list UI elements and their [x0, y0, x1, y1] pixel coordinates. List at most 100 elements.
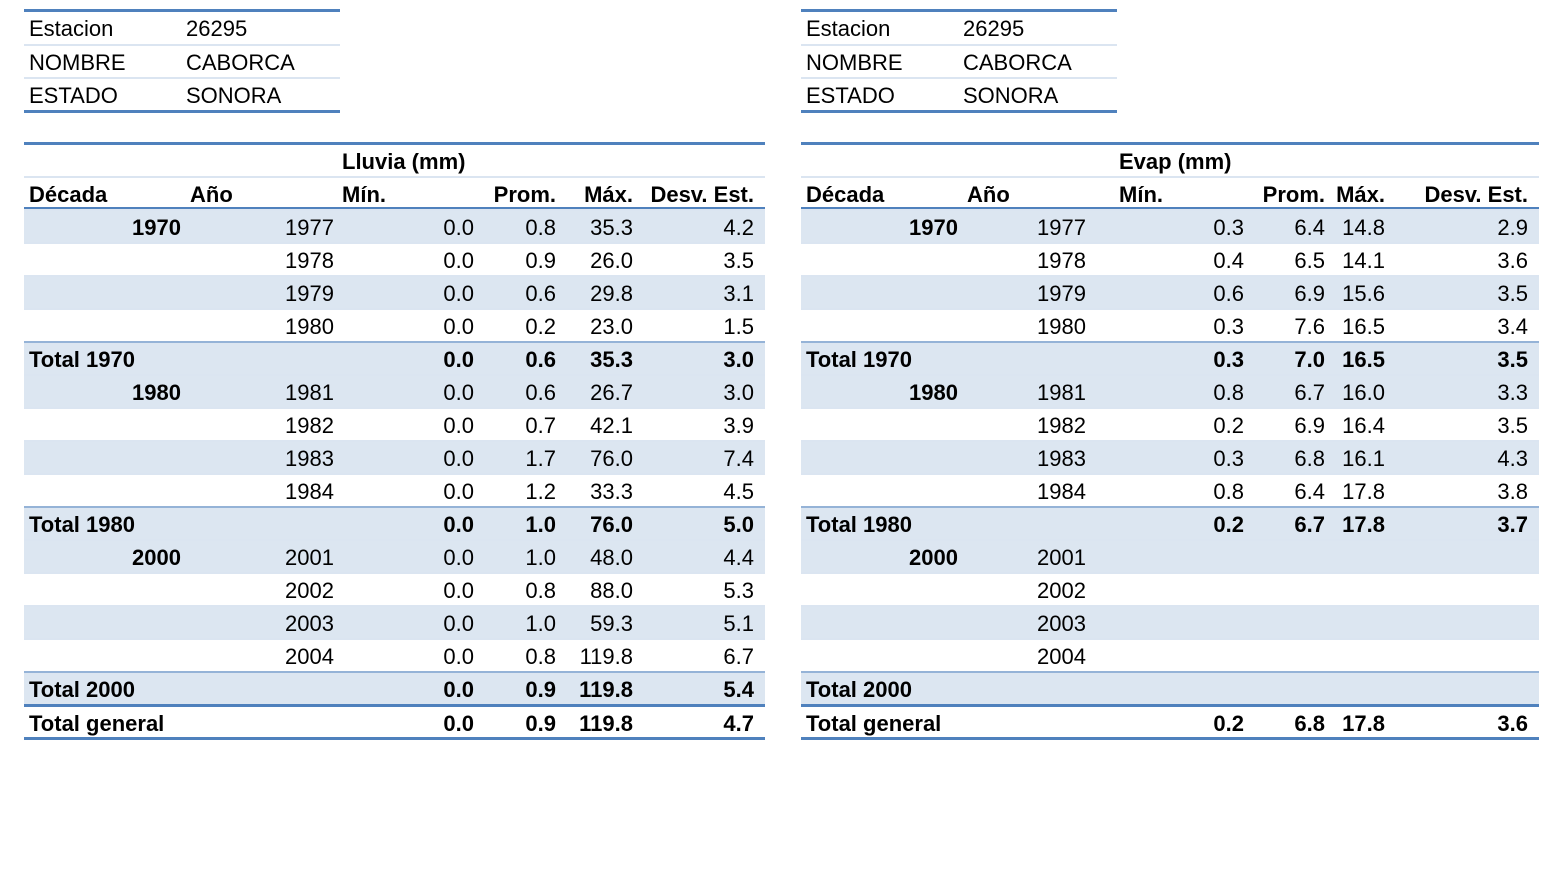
- subtotal-label: Total 1970: [29, 347, 135, 372]
- cell-anio: 1979: [1037, 281, 1086, 306]
- cell-max: 26.7: [590, 380, 633, 405]
- cell-anio: 2003: [1037, 611, 1086, 636]
- cell-decada: 1970: [132, 215, 181, 240]
- cell-min: 0.0: [443, 413, 474, 438]
- grand-total-label: Total general: [806, 711, 942, 736]
- info-value: CABORCA: [186, 50, 295, 75]
- table-title-row: Evap (mm): [801, 145, 1539, 176]
- cell-prom: 6.7: [1294, 512, 1325, 537]
- table-row: 1978 0.0 0.9 26.0 3.5: [24, 242, 765, 275]
- table-row: 2004: [801, 638, 1539, 671]
- header-prom: Prom.: [493, 182, 556, 207]
- cell-max: 14.8: [1342, 215, 1385, 240]
- cell-min: 0.0: [443, 578, 474, 603]
- table-row: 2003: [801, 605, 1539, 638]
- table-row: 1983 0.3 6.8 16.1 4.3: [801, 440, 1539, 473]
- cell-desv: 3.6: [1497, 248, 1528, 273]
- cell-desv: 5.3: [723, 578, 754, 603]
- cell-desv: 5.4: [723, 677, 754, 702]
- cell-max: 76.0: [590, 512, 633, 537]
- cell-max: 59.3: [590, 611, 633, 636]
- table-title-row: Lluvia (mm): [24, 145, 765, 176]
- cell-anio: 1977: [285, 215, 334, 240]
- cell-max: 16.4: [1342, 413, 1385, 438]
- cell-desv: 3.5: [1497, 347, 1528, 372]
- info-value: SONORA: [963, 83, 1059, 108]
- header-prom: Prom.: [1262, 182, 1325, 207]
- table-title: Evap (mm): [1119, 149, 1232, 174]
- cell-anio: 1983: [285, 446, 334, 471]
- cell-desv: 3.9: [723, 413, 754, 438]
- subtotal-row: Total 1970 0.0 0.6 35.3 3.0: [24, 341, 765, 374]
- info-row-estacion: Estacion 26295: [24, 12, 340, 44]
- cell-anio: 1981: [285, 380, 334, 405]
- info-value: CABORCA: [963, 50, 1072, 75]
- cell-prom: 6.8: [1294, 446, 1325, 471]
- cell-desv: 7.4: [723, 446, 754, 471]
- header-anio: Año: [967, 182, 1010, 207]
- cell-max: 119.8: [579, 677, 633, 702]
- cell-desv: 3.8: [1497, 479, 1528, 504]
- cell-prom: 0.9: [525, 248, 556, 273]
- cell-desv: 6.7: [723, 644, 754, 669]
- cell-max: 17.8: [1342, 512, 1385, 537]
- info-row-estacion: Estacion 26295: [801, 12, 1117, 44]
- cell-anio: 2004: [1037, 644, 1086, 669]
- info-value: 26295: [186, 16, 248, 41]
- cell-max: 16.1: [1342, 446, 1385, 471]
- cell-min: 0.8: [1213, 479, 1244, 504]
- cell-prom: 0.2: [525, 314, 556, 339]
- info-label: ESTADO: [29, 83, 118, 108]
- table-row: 2004 0.0 0.8 119.8 6.7: [24, 638, 765, 671]
- table-row: 2000 2001 0.0 1.0 48.0 4.4: [24, 539, 765, 572]
- cell-decada: 2000: [132, 545, 181, 570]
- grand-total-label: Total general: [29, 711, 165, 736]
- cell-desv: 4.5: [723, 479, 754, 504]
- cell-min: 0.3: [1213, 446, 1244, 471]
- table-row: 1978 0.4 6.5 14.1 3.6: [801, 242, 1539, 275]
- cell-anio: 1980: [1037, 314, 1086, 339]
- cell-min: 0.0: [443, 281, 474, 306]
- info-value: SONORA: [186, 83, 282, 108]
- cell-desv: 3.5: [1497, 413, 1528, 438]
- cell-decada: 1970: [909, 215, 958, 240]
- cell-prom: 1.0: [525, 611, 556, 636]
- subtotal-label: Total 2000: [806, 677, 912, 702]
- subtotal-label: Total 1980: [29, 512, 135, 537]
- station-info: Estacion 26295 NOMBRE CABORCA ESTADO SON…: [24, 9, 340, 113]
- table-title: Lluvia (mm): [342, 149, 466, 174]
- cell-prom: 1.7: [525, 446, 556, 471]
- data-table: Lluvia (mm) Década Año Mín. Prom. Máx. Desv. E…: [24, 142, 765, 740]
- cell-prom: 0.6: [525, 281, 556, 306]
- info-label: Estacion: [806, 16, 891, 41]
- info-row-nombre: NOMBRE CABORCA: [801, 44, 1117, 77]
- cell-max: 35.3: [590, 347, 633, 372]
- table-row: 2003 0.0 1.0 59.3 5.1: [24, 605, 765, 638]
- cell-min: 0.8: [1213, 380, 1244, 405]
- cell-anio: 1982: [285, 413, 334, 438]
- cell-prom: 1.0: [525, 545, 556, 570]
- cell-prom: 6.4: [1294, 215, 1325, 240]
- cell-anio: 1980: [285, 314, 334, 339]
- cell-prom: 0.9: [525, 677, 556, 702]
- cell-min: 0.0: [443, 512, 474, 537]
- cell-max: 16.5: [1342, 347, 1385, 372]
- cell-max: 23.0: [590, 314, 633, 339]
- cell-desv: 3.0: [723, 347, 754, 372]
- cell-anio: 1983: [1037, 446, 1086, 471]
- cell-min: 0.0: [443, 545, 474, 570]
- cell-prom: 0.8: [525, 215, 556, 240]
- cell-desv: 4.3: [1497, 446, 1528, 471]
- cell-max: 119.8: [579, 711, 633, 736]
- cell-min: 0.0: [443, 677, 474, 702]
- cell-desv: 3.3: [1497, 380, 1528, 405]
- cell-max: 33.3: [590, 479, 633, 504]
- cell-min: 0.0: [443, 611, 474, 636]
- cell-max: 48.0: [590, 545, 633, 570]
- cell-max: 76.0: [590, 446, 633, 471]
- cell-max: 14.1: [1342, 248, 1385, 273]
- info-row-estado: ESTADO SONORA: [24, 77, 340, 110]
- cell-min: 0.0: [443, 644, 474, 669]
- cell-min: 0.3: [1213, 314, 1244, 339]
- cell-desv: 2.9: [1497, 215, 1528, 240]
